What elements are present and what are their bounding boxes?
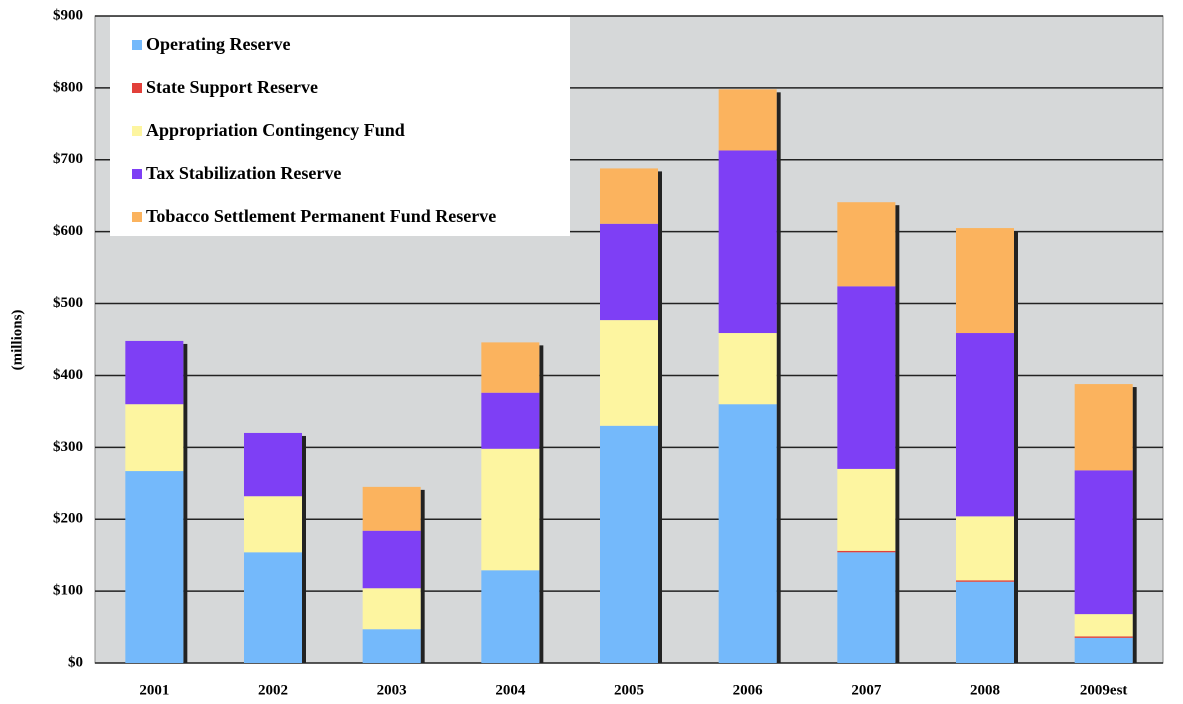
legend-label: Operating Reserve xyxy=(146,34,290,54)
bar-shadow xyxy=(776,92,781,664)
legend-label: Tax Stabilization Reserve xyxy=(146,163,341,183)
bar-segment xyxy=(956,580,1014,582)
bar-segment xyxy=(956,228,1014,334)
x-tick-label: 2002 xyxy=(258,682,288,698)
bar-segment xyxy=(1074,614,1133,637)
bar-segment xyxy=(600,168,658,224)
bar-segment xyxy=(244,552,302,663)
x-tick-label: 2005 xyxy=(614,682,644,698)
y-tick-label: $800 xyxy=(53,79,83,95)
bar-segment xyxy=(837,286,896,469)
bar-segment xyxy=(600,320,658,426)
y-tick-label: $700 xyxy=(53,151,83,167)
bar-segment xyxy=(718,404,777,663)
bar-segment xyxy=(481,342,540,393)
legend-swatch xyxy=(132,126,142,136)
bar-segment xyxy=(837,552,896,663)
bar-segment xyxy=(600,425,658,663)
legend-swatch xyxy=(132,169,142,179)
bar-segment xyxy=(244,432,302,497)
y-tick-label: $400 xyxy=(53,367,83,383)
bar-segment xyxy=(362,486,421,531)
bar-shadow xyxy=(895,205,900,664)
bar-shadow xyxy=(1132,387,1137,663)
bar-segment xyxy=(125,340,184,405)
y-tick-label: $300 xyxy=(53,439,83,455)
bar-segment xyxy=(718,150,777,334)
bar-segment xyxy=(362,530,421,589)
bar-segment xyxy=(600,223,658,321)
legend-swatch xyxy=(132,40,142,50)
bar-shadow xyxy=(420,489,425,663)
bar-segment xyxy=(1074,637,1133,663)
bar-segment xyxy=(718,333,777,405)
bar-segment xyxy=(125,471,184,663)
bar-segment xyxy=(362,588,421,630)
bar-segment xyxy=(125,404,184,472)
y-tick-label: $0 xyxy=(68,654,83,670)
y-tick-label: $600 xyxy=(53,223,83,239)
bar-segment xyxy=(1074,636,1133,638)
bar-shadow xyxy=(539,345,544,663)
bar-segment xyxy=(837,202,896,287)
y-tick-label: $900 xyxy=(53,7,83,23)
x-tick-label: 2004 xyxy=(495,682,526,698)
x-tick-label: 2006 xyxy=(733,682,764,698)
bar-segment xyxy=(1074,470,1133,615)
y-axis-label: (millions) xyxy=(9,310,25,371)
bar-segment xyxy=(718,89,777,151)
bar-segment xyxy=(1074,384,1133,471)
bar-shadow xyxy=(183,343,188,663)
bar-segment xyxy=(956,516,1014,581)
x-tick-label: 2007 xyxy=(851,682,882,698)
x-tick-label: 2008 xyxy=(970,682,1000,698)
bar-segment xyxy=(837,468,896,551)
bar-segment xyxy=(956,333,1014,517)
x-tick-label: 2009est xyxy=(1080,682,1128,698)
bar-shadow xyxy=(302,435,306,663)
bar-segment xyxy=(956,581,1014,663)
bar-shadow xyxy=(658,171,662,663)
bar-segment xyxy=(481,392,540,449)
legend-label: Appropriation Contingency Fund xyxy=(146,120,405,140)
bar-segment xyxy=(244,496,302,553)
bar-segment xyxy=(837,550,896,553)
bar-segment xyxy=(362,629,421,663)
legend-swatch xyxy=(132,212,142,222)
legend-label: State Support Reserve xyxy=(146,77,318,97)
bar-segment xyxy=(481,448,540,571)
legend-box xyxy=(110,17,570,236)
legend-swatch xyxy=(132,83,142,93)
legend-label: Tobacco Settlement Permanent Fund Reserv… xyxy=(146,206,496,226)
x-tick-label: 2001 xyxy=(139,682,169,698)
y-tick-label: $200 xyxy=(53,511,83,527)
x-tick-label: 2003 xyxy=(377,682,407,698)
y-tick-label: $100 xyxy=(53,583,83,599)
bar-shadow xyxy=(1014,231,1018,664)
bar-segment xyxy=(481,570,540,663)
y-tick-label: $500 xyxy=(53,295,83,311)
